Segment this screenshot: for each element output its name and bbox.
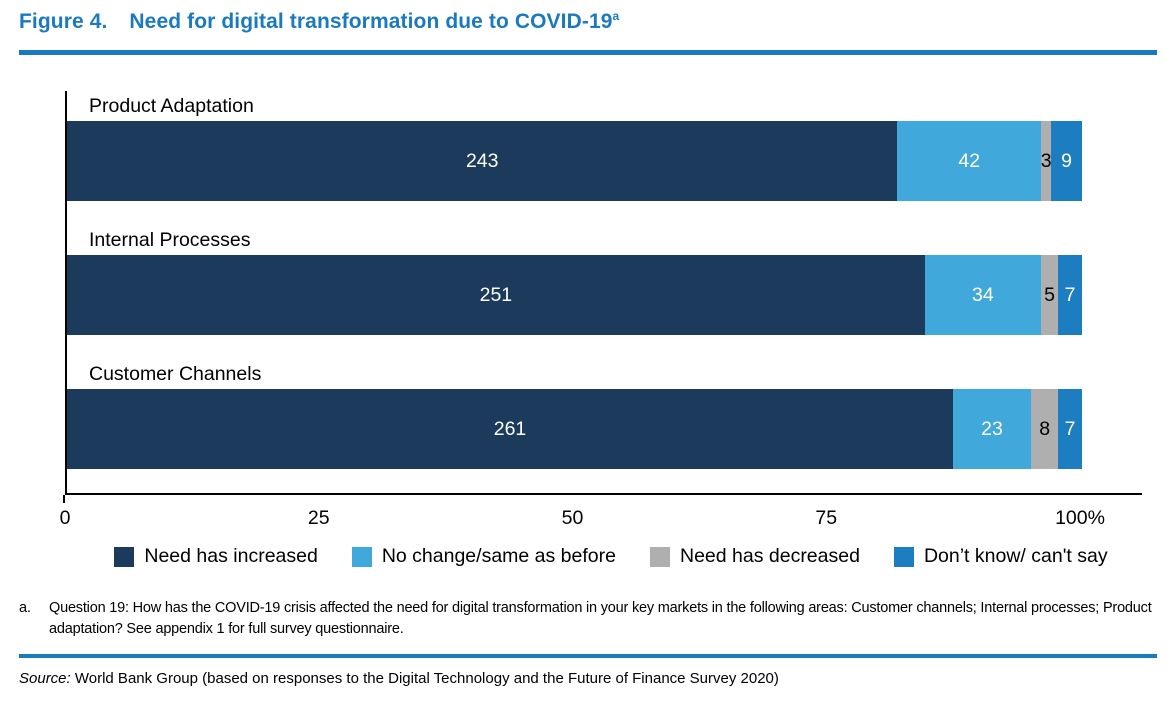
footnote-superscript: a	[612, 9, 620, 23]
segment-value-label: 9	[1061, 149, 1073, 172]
bar-segment: 7	[1058, 255, 1082, 335]
bar-segment: 23	[953, 389, 1032, 469]
bar-segment: 9	[1051, 121, 1082, 201]
figure-page: Figure 4. Need for digital transformation…	[0, 8, 1176, 687]
bottom-divider-rule	[19, 654, 1157, 659]
x-tick-label: 75	[815, 507, 838, 529]
legend-label: Need has increased	[144, 545, 318, 567]
legend-swatch	[649, 546, 670, 567]
axis-zero-tick	[63, 495, 65, 503]
segment-value-label: 243	[465, 149, 499, 172]
bar-segment: 3	[1040, 121, 1052, 201]
x-tick-label: 50	[561, 507, 584, 529]
segment-value-label: 8	[1039, 417, 1051, 440]
bar-segment: 243	[67, 121, 898, 201]
segment-value-label: 34	[972, 283, 994, 306]
legend-item: No change/same as before	[351, 545, 616, 568]
bar-row: Internal Processes 251 34 5 7	[67, 225, 1142, 359]
segment-value-label: 23	[981, 417, 1003, 440]
legend-item: Need has decreased	[649, 545, 860, 568]
bar-segment: 5	[1040, 255, 1059, 335]
legend-swatch	[351, 546, 372, 567]
plot-area: Product Adaptation 243 42 3 9 Internal Proces…	[65, 91, 1142, 495]
legend-label: No change/same as before	[381, 545, 616, 567]
source-prefix: Source:	[19, 670, 71, 688]
figure-title: Figure 4. Need for digital transformation…	[19, 8, 1157, 36]
footnote: a. Question 19: How has the COVID-19 cri…	[19, 598, 1157, 640]
stacked-bar: 261 23 8 7	[67, 389, 1082, 469]
segment-value-label: 7	[1064, 417, 1076, 440]
legend-label: Don’t know/ can't say	[923, 545, 1108, 567]
legend-swatch	[114, 546, 135, 567]
bar-segment: 34	[924, 255, 1041, 335]
bar-segment: 7	[1058, 389, 1082, 469]
top-divider-rule	[19, 50, 1157, 55]
segment-value-label: 261	[493, 417, 527, 440]
x-tick-label: 0	[59, 507, 71, 529]
x-axis: 0 25 50 75 100%	[60, 495, 1105, 533]
legend-label: Need has decreased	[679, 545, 860, 567]
category-label: Customer Channels	[89, 362, 262, 385]
x-tick-label: 25	[307, 507, 330, 529]
x-tick-label: 100%	[1055, 507, 1105, 529]
segment-value-label: 7	[1064, 283, 1076, 306]
legend-item: Don’t know/ can't say	[893, 545, 1108, 568]
footnote-marker: a.	[19, 600, 31, 616]
category-label: Internal Processes	[89, 228, 251, 251]
source-line: Source: World Bank Group (based on respo…	[19, 670, 1157, 687]
stacked-bar: 243 42 3 9	[67, 121, 1082, 201]
footnote-text: Question 19: How has the COVID-19 crisis…	[49, 600, 1152, 638]
stacked-bar: 251 34 5 7	[67, 255, 1082, 335]
bar-row: Product Adaptation 243 42 3 9	[67, 91, 1142, 225]
figure-number: Figure 4.	[19, 10, 108, 33]
bar-segment: 261	[67, 389, 953, 469]
bar-row: Customer Channels 261 23 8 7	[67, 359, 1142, 493]
bar-segment: 8	[1031, 389, 1059, 469]
bar-segment: 251	[67, 255, 925, 335]
bar-segment: 42	[897, 121, 1041, 201]
figure-title-text: Need for digital transformation due to C…	[129, 10, 613, 33]
segment-value-label: 251	[479, 283, 513, 306]
source-text: World Bank Group (based on responses to …	[70, 670, 779, 688]
segment-value-label: 5	[1044, 283, 1055, 306]
stacked-bar-chart: Product Adaptation 243 42 3 9 Internal Proces…	[60, 91, 1157, 568]
segment-value-label: 3	[1040, 149, 1052, 172]
segment-value-label: 42	[958, 149, 981, 172]
chart-legend: Need has increased No change/same as befo…	[65, 545, 1157, 568]
category-label: Product Adaptation	[89, 94, 254, 117]
legend-item: Need has increased	[114, 545, 318, 568]
legend-swatch	[893, 546, 914, 567]
